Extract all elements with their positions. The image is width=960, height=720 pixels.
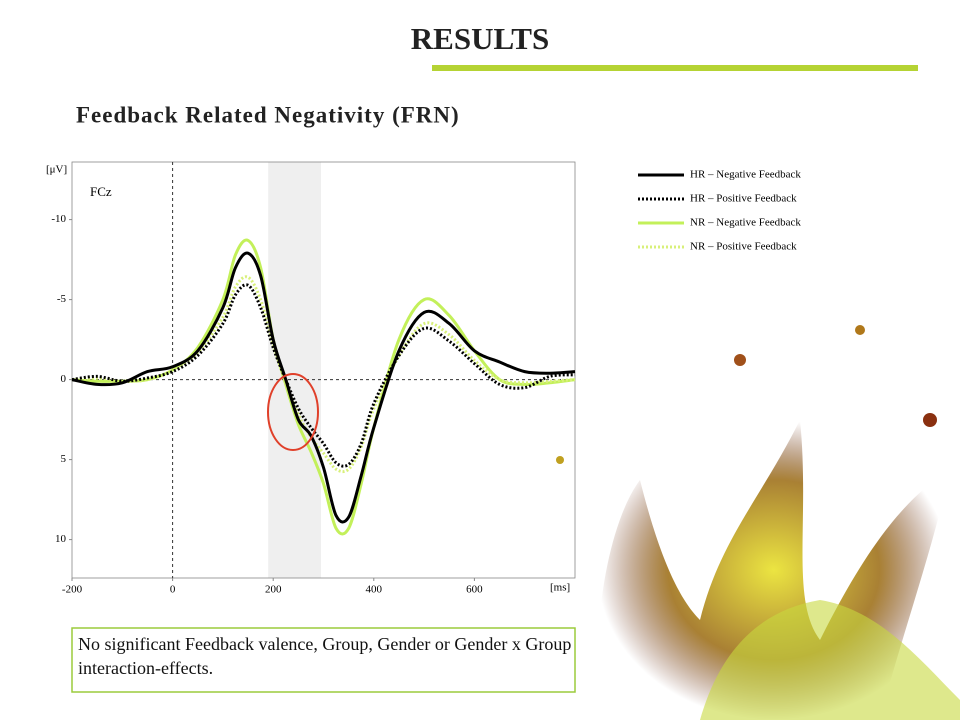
chart: -10 -5 0 5 10 -200 0 200 400 600 [μV] [ms] FCz HR – N… (46, 161, 801, 596)
legend-label: HR – Negative Feedback (690, 169, 801, 181)
plot-frame (71, 161, 576, 579)
x-tick-label: 0 (170, 584, 176, 596)
note-container: No significant Feedback valence, Group, … (78, 634, 572, 678)
highlight-circle (267, 373, 319, 451)
x-tick-label: 400 (366, 584, 383, 596)
shaded-window (268, 162, 321, 578)
x-tick-label: -200 (62, 584, 83, 596)
legend-label: NR – Positive Feedback (690, 241, 797, 253)
note-text: No significant Feedback valence, Group, … (78, 634, 572, 678)
y-tick-label: 0 (61, 373, 67, 385)
annotation: FCz (90, 184, 112, 199)
series-line (71, 283, 576, 468)
y-tick-label: 5 (61, 453, 67, 465)
y-tick-label: -10 (51, 213, 66, 225)
slide-subtitle: Feedback Related Negativity (FRN) (76, 102, 460, 127)
x-axis-label: [ms] (550, 582, 570, 594)
y-tick-label: 10 (55, 533, 67, 545)
legend-label: HR – Positive Feedback (690, 193, 797, 205)
background-splash (556, 325, 960, 720)
slide-title: RESULTS (411, 21, 549, 56)
x-tick-label: 200 (265, 584, 282, 596)
y-axis-label: [μV] (46, 164, 67, 176)
note-box (71, 627, 576, 693)
series-line (71, 238, 576, 536)
x-tick-label: 600 (466, 584, 483, 596)
legend-label: NR – Negative Feedback (690, 217, 801, 229)
y-tick-label: -5 (57, 293, 67, 305)
series-line (71, 251, 576, 524)
